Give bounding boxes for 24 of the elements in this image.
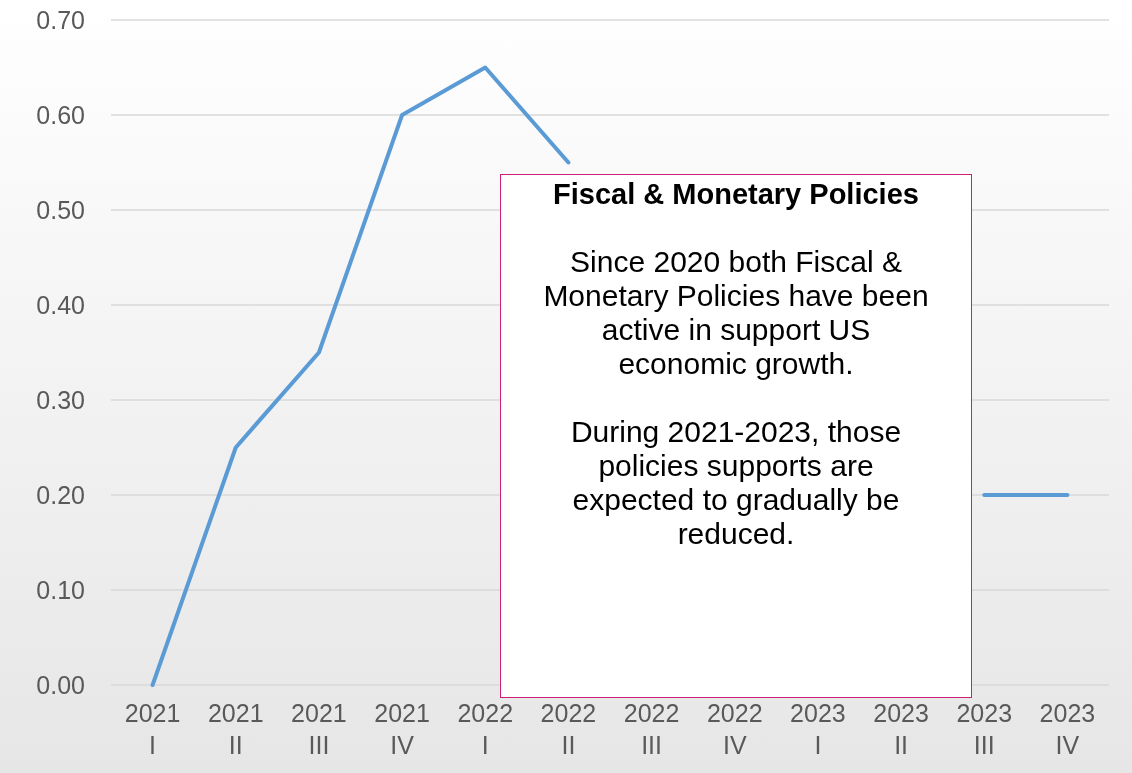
y-tick-label: 0.20 <box>36 481 85 509</box>
x-tick-label: 2021 III <box>291 699 347 759</box>
y-tick-label: 0.30 <box>36 386 85 414</box>
annotation: Fiscal & Monetary Policies <box>552 177 920 211</box>
x-tick-label: 2022 IV <box>706 699 763 759</box>
y-tick-label: 0.40 <box>36 291 85 319</box>
annotation: During 2021-2023, those policies supports are expected to gradually be reduced. <box>569 415 903 551</box>
x-tick-label: 2023 II <box>873 699 929 759</box>
x-tick-label: 2021 II <box>207 699 264 759</box>
x-tick-label: 2022 II <box>540 699 597 759</box>
y-tick-label: 0.10 <box>36 576 85 604</box>
x-tick-label: 2023 I <box>790 699 846 759</box>
x-tick-label: 2021 I <box>124 699 181 759</box>
x-tick-label: 2021 IV <box>374 699 430 759</box>
x-tick-label: 2023 III <box>956 699 1013 759</box>
text-box: Fiscal & Monetary Policies Since 2020 both Fiscal & Monetary Policies have been active in support US economic growth. During 2021-2023, those policies supports are expected to gradually be reduced. <box>500 174 972 698</box>
y-tick-label: 0.60 <box>36 101 85 129</box>
y-tick-label: 0.50 <box>36 196 85 224</box>
y-tick-label: 0.70 <box>36 6 85 34</box>
annotation: Since 2020 both Fiscal & Monetary Policies have been active in support US economic growth. <box>542 245 930 381</box>
x-tick-label: 2022 III <box>623 699 680 759</box>
x-tick-label: 2023 IV <box>1039 699 1096 759</box>
y-tick-label: 0.00 <box>36 671 85 699</box>
x-tick-label: 2022 I <box>457 699 514 759</box>
